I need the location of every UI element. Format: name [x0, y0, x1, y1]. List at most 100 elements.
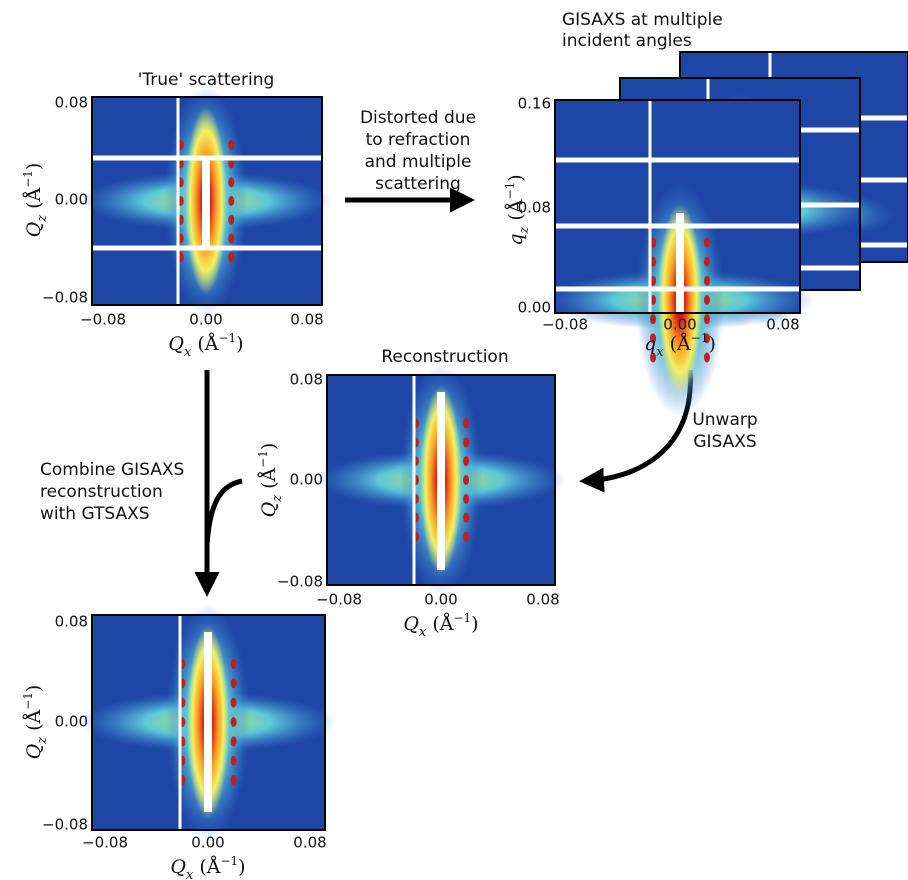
axis-subscript: z	[517, 226, 532, 234]
axis-superscript: −1	[21, 692, 35, 710]
axis-symbol: Q	[168, 333, 184, 355]
axis-label: Qx(Å−1)	[170, 854, 245, 880]
peak	[228, 233, 234, 243]
heatmap	[316, 365, 567, 596]
panel-title: incident angles	[562, 31, 692, 51]
panel-title: 'True' scattering	[138, 70, 275, 90]
axis-subscript: x	[186, 868, 194, 880]
peak	[231, 736, 237, 746]
x-tick-label: −0.08	[542, 316, 588, 334]
annotation: Combine GISAXS	[40, 460, 184, 480]
arrow	[207, 481, 242, 545]
axis-subscript: z	[35, 737, 50, 745]
x-tick-label: 0.08	[293, 834, 326, 852]
axis-symbol: q	[644, 333, 656, 355]
x-tick-label: 0.08	[290, 311, 323, 329]
y-tick-label: 0.00	[290, 471, 323, 489]
peak	[228, 252, 234, 262]
annotation: Unwarp	[692, 410, 757, 430]
axis-superscript: −1	[503, 182, 517, 200]
axis-symbol: Q	[170, 856, 186, 878]
peak	[463, 437, 469, 447]
axis-subscript: z	[270, 495, 285, 503]
y-tick-label: 0.00	[518, 299, 551, 317]
peak	[231, 717, 237, 727]
panel-title: Reconstruction	[381, 347, 508, 367]
y-tick-label: 0.00	[55, 713, 88, 731]
axis-superscript: −1	[256, 450, 270, 468]
x-tick-label: 0.00	[189, 311, 222, 329]
peak	[704, 295, 710, 305]
peak	[704, 314, 710, 324]
axis-label: Qx(Å−1)	[168, 331, 243, 361]
axis-close: )	[708, 333, 715, 355]
heatmap	[80, 604, 336, 841]
axis-unit: (Å	[23, 188, 45, 209]
peak	[704, 237, 710, 247]
axis-close: )	[238, 856, 245, 878]
axis-unit: (Å	[258, 468, 280, 489]
peak	[650, 314, 656, 324]
x-tick-label: 0.00	[424, 591, 457, 609]
axis-close: )	[23, 685, 45, 692]
annotation: scattering	[375, 174, 461, 194]
axis-symbol: Q	[258, 502, 280, 518]
axis-label: Qx (Å−1)	[403, 611, 478, 641]
axis-close: )	[505, 174, 527, 181]
axis-label: Qz (Å−1)	[256, 443, 286, 518]
axis-unit: (Å	[432, 613, 453, 635]
annotation: to refraction	[366, 130, 471, 150]
peak	[231, 659, 237, 669]
axis-symbol: Q	[23, 222, 45, 238]
axis-unit: (Å	[199, 856, 220, 878]
heatmap	[80, 87, 333, 316]
annotation: Distorted due	[360, 108, 476, 128]
annotation: GISAXS	[693, 432, 756, 452]
panel-title: GISAXS at multiple	[562, 10, 723, 30]
beam-mask	[202, 158, 210, 248]
beam-mask	[204, 632, 212, 812]
y-tick-label: −0.08	[277, 573, 323, 591]
peak	[463, 475, 469, 485]
axis-subscript: x	[656, 345, 664, 360]
x-tick-label: −0.08	[316, 591, 362, 609]
peak	[463, 494, 469, 504]
beam-mask	[437, 392, 445, 570]
axis-symbol: Q	[23, 744, 45, 760]
axis-superscript: −1	[21, 170, 35, 188]
x-tick-label: 0.00	[191, 834, 224, 852]
axis-subscript: x	[419, 625, 427, 640]
axis-unit: (Å	[505, 199, 527, 220]
peak	[704, 276, 710, 286]
peak	[228, 196, 234, 206]
axis-symbol: Q	[403, 613, 419, 635]
x-tick-label: −0.08	[80, 311, 126, 329]
peak	[228, 215, 234, 225]
y-tick-label: −0.08	[42, 289, 88, 307]
annotation: with GTSAXS	[40, 504, 150, 524]
axis-unit: (Å	[670, 333, 691, 355]
annotation: and multiple	[365, 152, 472, 172]
axis-close: )	[258, 443, 280, 450]
y-tick-label: 0.08	[55, 613, 88, 631]
axis-unit: (Å	[197, 333, 218, 355]
axis-close: )	[236, 333, 243, 355]
peak	[463, 513, 469, 523]
peak	[231, 775, 237, 785]
axis-subscript: z	[35, 215, 50, 223]
y-tick-label: 0.16	[518, 95, 551, 113]
peak	[463, 456, 469, 466]
axis-subscript: x	[184, 345, 192, 360]
heatmap	[545, 100, 815, 417]
peak	[228, 177, 234, 187]
beam-mask	[676, 213, 684, 313]
peak	[704, 257, 710, 267]
x-tick-label: 0.08	[766, 316, 799, 334]
y-tick-label: 0.00	[55, 191, 88, 209]
y-tick-label: 0.08	[290, 371, 323, 389]
y-tick-label: −0.08	[42, 816, 88, 834]
peak	[463, 532, 469, 542]
axis-close: )	[471, 613, 478, 635]
peak	[231, 756, 237, 766]
axis-superscript: −1	[453, 611, 471, 625]
